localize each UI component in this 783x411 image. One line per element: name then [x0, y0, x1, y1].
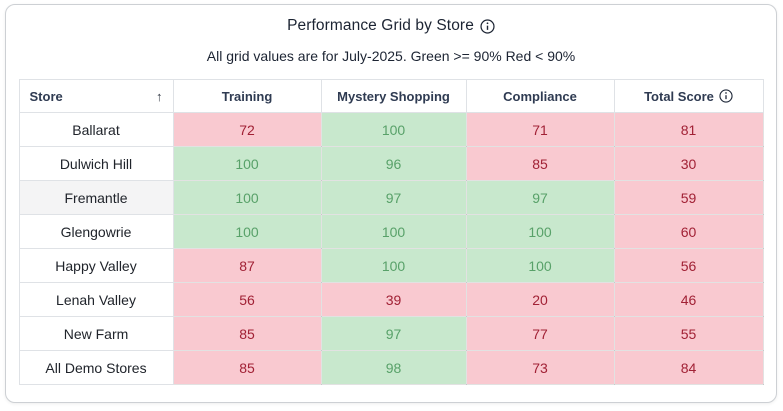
table-row[interactable]: Lenah Valley 56 39 20 46 [18, 282, 764, 317]
score-cell: 87 [172, 248, 322, 283]
performance-table: Store ↑ Training Mystery Shopping Compli… [18, 79, 764, 385]
score-cell: 97 [320, 316, 467, 351]
score-cell: 84 [613, 350, 764, 385]
table-row[interactable]: Ballarat 72 100 71 81 [18, 112, 764, 147]
score-cell: 100 [172, 146, 322, 181]
score-cell: 46 [613, 282, 764, 317]
info-icon[interactable] [480, 18, 495, 34]
table-row[interactable]: New Farm 85 97 77 55 [18, 316, 764, 351]
score-cell: 77 [465, 316, 615, 351]
table-row[interactable]: Dulwich Hill 100 96 85 30 [18, 146, 764, 181]
score-cell: 59 [613, 180, 764, 215]
store-name-cell[interactable]: Fremantle [18, 180, 174, 215]
score-cell: 97 [465, 180, 615, 215]
column-header-mystery-shopping-label: Mystery Shopping [337, 88, 450, 104]
score-cell: 96 [320, 146, 467, 181]
score-cell: 85 [465, 146, 615, 181]
score-cell: 100 [320, 112, 467, 147]
column-header-training[interactable]: Training [172, 79, 322, 113]
score-cell: 71 [465, 112, 615, 147]
column-header-training-label: Training [221, 88, 273, 104]
table-row[interactable]: Fremantle 100 97 97 59 [18, 180, 764, 215]
score-cell: 100 [172, 180, 322, 215]
store-name-cell[interactable]: Ballarat [18, 112, 174, 147]
score-cell: 56 [613, 248, 764, 283]
table-row[interactable]: All Demo Stores 85 98 73 84 [18, 350, 764, 385]
store-name-cell[interactable]: Glengowrie [18, 214, 174, 249]
score-cell: 60 [613, 214, 764, 249]
score-cell: 81 [613, 112, 764, 147]
score-cell: 55 [613, 316, 764, 351]
store-name-cell[interactable]: Dulwich Hill [18, 146, 174, 181]
grid-legend-subtitle: All grid values are for July-2025. Green… [206, 48, 576, 64]
table-header-row: Store ↑ Training Mystery Shopping Compli… [18, 79, 764, 113]
score-cell: 97 [320, 180, 467, 215]
score-cell: 56 [172, 282, 322, 317]
column-header-total-score-label: Total Score [644, 88, 714, 104]
score-cell: 20 [465, 282, 615, 317]
performance-grid-card: Performance Grid by Store All grid value… [5, 4, 777, 403]
table-header: Store ↑ Training Mystery Shopping Compli… [18, 79, 764, 113]
table-body: Ballarat 72 100 71 81 Dulwich Hill 100 96 85 30 Fr… [18, 112, 764, 385]
column-header-store[interactable]: Store ↑ [18, 79, 174, 113]
column-header-mystery-shopping[interactable]: Mystery Shopping [320, 79, 467, 113]
column-header-compliance-label: Compliance [503, 88, 577, 104]
page-title: Performance Grid by Store [287, 17, 474, 34]
score-cell: 85 [172, 316, 322, 351]
score-cell: 72 [172, 112, 322, 147]
column-header-total-score[interactable]: Total Score [613, 79, 764, 113]
column-header-compliance[interactable]: Compliance [465, 79, 615, 113]
score-cell: 30 [613, 146, 764, 181]
score-cell: 100 [465, 248, 615, 283]
store-name-cell[interactable]: Happy Valley [18, 248, 174, 283]
column-header-store-label: Store [29, 88, 63, 104]
score-cell: 85 [172, 350, 322, 385]
store-name-cell[interactable]: New Farm [18, 316, 174, 351]
score-cell: 100 [172, 214, 322, 249]
store-name-cell[interactable]: Lenah Valley [18, 282, 174, 317]
score-cell: 39 [320, 282, 467, 317]
info-icon[interactable] [719, 89, 733, 103]
score-cell: 98 [320, 350, 467, 385]
score-cell: 100 [320, 248, 467, 283]
card-title-row: Performance Grid by Store [6, 17, 776, 35]
score-cell: 100 [320, 214, 467, 249]
table-row[interactable]: Glengowrie 100 100 100 60 [18, 214, 764, 249]
table-row[interactable]: Happy Valley 87 100 100 56 [18, 248, 764, 283]
score-cell: 100 [465, 214, 615, 249]
sort-ascending-icon[interactable]: ↑ [156, 88, 163, 104]
score-cell: 73 [465, 350, 615, 385]
store-name-cell[interactable]: All Demo Stores [18, 350, 174, 385]
